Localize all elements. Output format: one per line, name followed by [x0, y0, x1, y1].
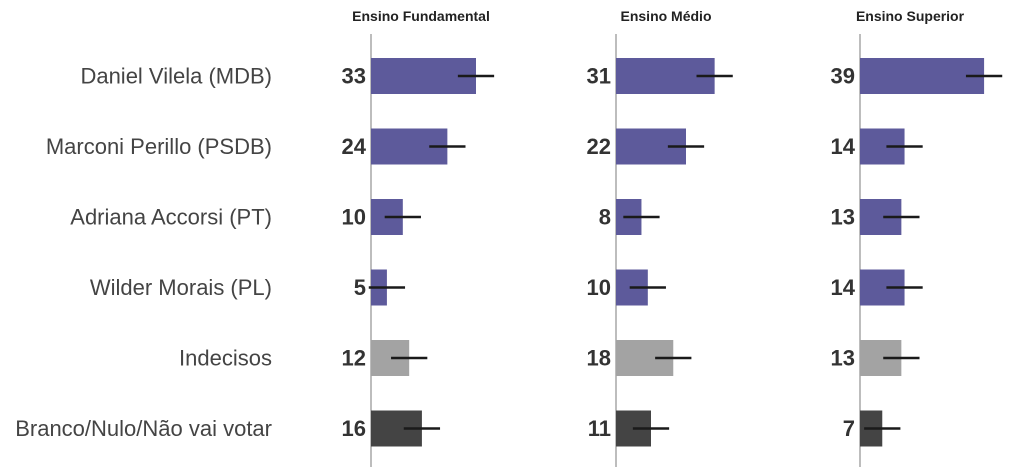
panel-title: Ensino Superior	[856, 8, 965, 24]
value-label: 14	[831, 275, 856, 300]
value-label: 22	[587, 134, 611, 159]
value-label: 33	[342, 64, 366, 89]
value-label: 8	[599, 205, 611, 230]
value-label: 13	[831, 205, 855, 230]
value-label: 7	[843, 416, 855, 441]
value-label: 12	[342, 346, 366, 371]
value-label: 10	[342, 205, 366, 230]
panel-title: Ensino Médio	[621, 8, 712, 24]
category-label: Indecisos	[179, 346, 272, 371]
category-label: Wilder Morais (PL)	[90, 275, 272, 300]
category-label: Marconi Perillo (PSDB)	[46, 134, 272, 159]
panel-title: Ensino Fundamental	[352, 8, 490, 24]
value-label: 13	[831, 346, 855, 371]
category-label: Adriana Accorsi (PT)	[70, 205, 272, 230]
value-label: 5	[354, 275, 366, 300]
value-label: 31	[587, 64, 611, 89]
value-label: 11	[588, 416, 611, 441]
value-label: 16	[342, 416, 366, 441]
value-label: 39	[831, 64, 855, 89]
value-label: 18	[587, 346, 611, 371]
value-label: 24	[342, 134, 367, 159]
category-label: Branco/Nulo/Não vai votar	[15, 416, 272, 441]
value-label: 14	[831, 134, 856, 159]
value-label: 10	[587, 275, 611, 300]
bar	[860, 58, 985, 94]
category-label: Daniel Vilela (MDB)	[80, 64, 272, 89]
